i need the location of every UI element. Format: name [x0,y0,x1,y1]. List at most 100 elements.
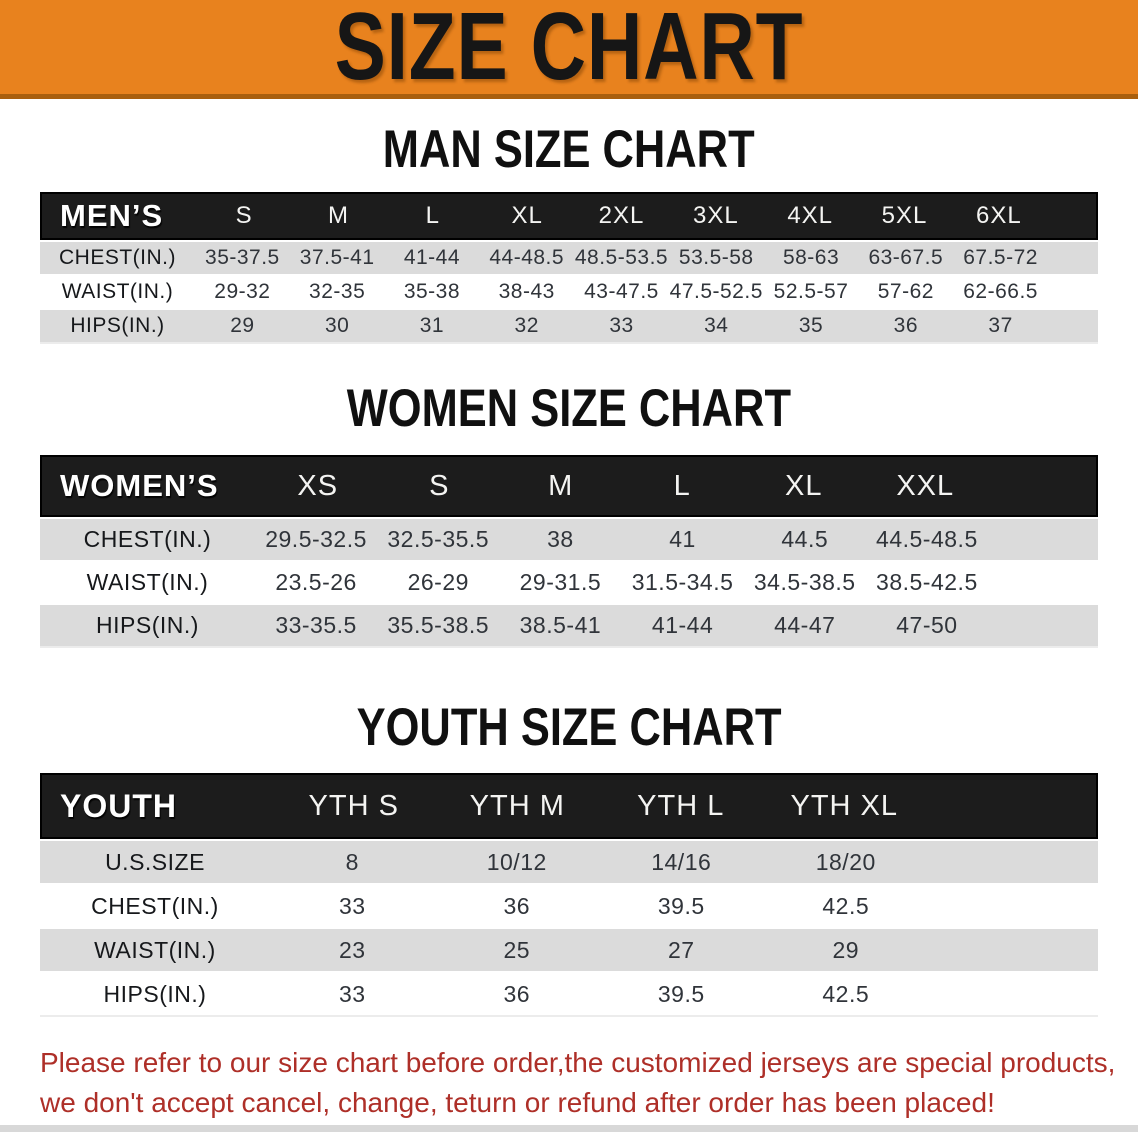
men-section-heading: MAN SIZE CHART [0,123,1138,176]
cell: 33 [609,314,634,337]
cell: 37.5-41 [299,246,375,269]
disclaimer-line-1: Please refer to our size chart before or… [40,1047,1116,1078]
womens-group-label: WOMEN’S [60,468,219,503]
cell: 38.5-41 [519,612,602,638]
cell: 38.5-42.5 [876,569,978,595]
cell: 39.5 [657,892,705,919]
cell: 36 [503,892,531,919]
mens-table-header: MEN’S S M L XL 2XL 3XL 4XL 5XL 6XL [40,192,1098,240]
row-label: HIPS(IN.) [96,612,199,638]
youth-row-chest-in: CHEST(IN.) 33 36 39.5 42.5 [40,883,1098,927]
row-label: WAIST(IN.) [86,569,209,595]
mens-column-header-s: S [235,202,253,229]
cell: 27 [667,936,695,963]
cell: 32 [514,314,539,337]
cell: 38 [547,526,574,552]
cell: 32-35 [309,280,366,303]
row-label: CHEST(IN.) [83,526,212,552]
page-title: SIZE CHART [334,0,804,100]
cell: 47.5-52.5 [669,280,763,303]
men-size-table: MEN’S S M L XL 2XL 3XL 4XL 5XL 6XL CHEST(IN.) 35-37… [40,192,1098,344]
cell: 35 [798,314,824,337]
disclaimer: Please refer to our size chart before or… [40,1043,1118,1123]
cell: 36 [503,980,531,1007]
cell: 25 [503,936,531,963]
cell: 44-47 [774,612,836,638]
youth-row-waist-in: WAIST(IN.) 23 25 27 29 [40,927,1098,971]
cell: 23.5-26 [275,569,357,595]
bottom-edge-strip [0,1125,1138,1132]
cell: 41 [669,526,696,552]
men-section-heading-text: MAN SIZE CHART [383,120,755,179]
men-size-section: MAN SIZE CHART MEN’S S M L XL 2XL 3XL 4XL 5XL 6XL… [0,123,1138,344]
mens-column-header-2xl: 2XL [598,202,645,229]
mens-column-header-5xl: 5XL [881,202,928,229]
cell: 10/12 [486,848,547,875]
cell: 58-63 [782,246,840,269]
cell: 41-44 [403,246,461,269]
youth-column-header-yth-l: YTH L [637,789,725,822]
youth-row-hips-in: HIPS(IN.) 33 36 39.5 42.5 [40,971,1098,1015]
cell: 35-38 [403,280,461,303]
cell: 29-32 [214,280,271,303]
cell: 44-48.5 [489,246,565,269]
cell: 36 [893,314,918,337]
cell: 67.5-72 [963,246,1038,269]
cell: 23 [338,936,366,963]
cell: 42.5 [822,892,870,919]
youth-size-section: YOUTH SIZE CHART YOUTH YTH S YTH M YTH L YTH… [0,701,1138,1017]
cell: 44.5-48.5 [876,526,978,552]
youth-column-header-yth-xl: YTH XL [790,789,899,822]
youth-size-table: YOUTH YTH S YTH M YTH L YTH XL U.S.SIZE 8 10/12… [40,773,1098,1017]
row-label: WAIST(IN.) [94,936,216,963]
youth-row-u-s-size: U.S.SIZE 8 10/12 14/16 18/20 [40,839,1098,883]
cell: 31 [419,314,445,337]
mens-column-header-m: M [327,202,349,229]
youth-column-header-yth-m: YTH M [469,789,565,822]
youth-column-header-yth-s: YTH S [308,789,399,822]
mens-column-header-l: L [425,202,440,229]
row-label: U.S.SIZE [105,848,205,875]
youth-section-heading-text: YOUTH SIZE CHART [356,698,782,757]
cell: 53.5-58 [678,246,754,269]
cell: 43-47.5 [584,280,659,303]
cell: 33 [338,892,366,919]
mens-group-label: MEN’S [60,198,164,233]
row-label: WAIST(IN.) [61,280,174,303]
cell: 47-50 [896,612,958,638]
cell: 41-44 [651,612,714,638]
cell: 18/20 [815,848,876,875]
women-size-table: WOMEN’S XS S M L XL XXL CHEST(IN.) 29.5-32.5 32.5… [40,455,1098,648]
cell: 52.5-57 [773,280,849,303]
youth-table-header: YOUTH YTH S YTH M YTH L YTH XL [40,773,1098,839]
womens-column-header-xxl: XXL [896,469,955,502]
women-size-section: WOMEN SIZE CHART WOMEN’S XS S M L XL XXL CHEST(… [0,382,1138,648]
mens-row-hips-in: HIPS(IN.) 29 30 31 32 33 34 35 36 37 [40,308,1098,342]
cell: 38-43 [498,280,555,303]
cell: 35.5-38.5 [387,612,490,638]
cell: 62-66.5 [963,280,1038,303]
cell: 29.5-32.5 [265,526,367,552]
cell: 35-37.5 [205,246,280,269]
mens-column-header-4xl: 4XL [787,202,834,229]
cell: 48.5-53.5 [574,246,669,269]
cell: 63-67.5 [868,246,944,269]
cell: 31.5-34.5 [631,569,734,595]
cell: 34 [704,314,729,337]
cell: 42.5 [822,980,870,1007]
women-section-heading-text: WOMEN SIZE CHART [346,379,792,438]
cell: 44.5 [781,526,829,552]
row-label: HIPS(IN.) [103,980,207,1007]
row-label: CHEST(IN.) [91,892,219,919]
mens-column-header-xl: XL [511,202,543,229]
mens-row-waist-in: WAIST(IN.) 29-32 32-35 35-38 38-43 43-47.5 47.… [40,274,1098,308]
womens-column-header-xl: XL [785,469,823,502]
youth-group-label: YOUTH [60,787,177,824]
youth-section-heading: YOUTH SIZE CHART [0,701,1138,754]
cell: 39.5 [657,980,705,1007]
mens-column-header-3xl: 3XL [692,202,739,229]
mens-row-chest-in: CHEST(IN.) 35-37.5 37.5-41 41-44 44-48.5 48.5… [40,240,1098,274]
cell: 8 [345,848,359,875]
cell: 29-31.5 [519,569,602,595]
